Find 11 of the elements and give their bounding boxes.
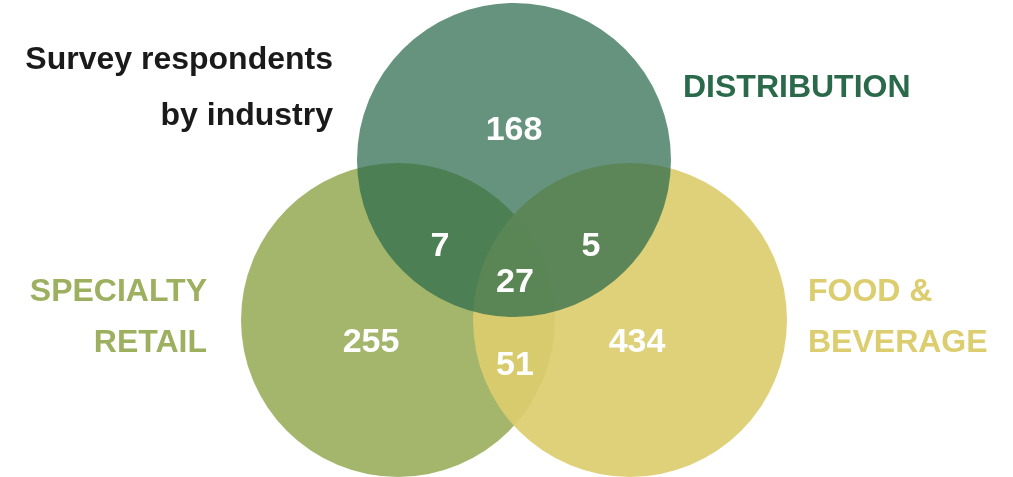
data-label: 434 [608, 321, 666, 360]
text: 5 [581, 225, 601, 264]
text: 27 [496, 261, 534, 300]
text: 51 [496, 344, 534, 383]
text: Survey respondents by industry [25, 39, 334, 132]
category-label: DISTRIBUTION [683, 67, 911, 104]
category-label: FOOD & BEVERAGE [808, 271, 988, 359]
category-label: SPECIALTY RETAIL [29, 271, 207, 359]
data-label: 168 [485, 109, 543, 148]
data-label: 255 [342, 321, 400, 360]
text: 7 [430, 225, 450, 264]
